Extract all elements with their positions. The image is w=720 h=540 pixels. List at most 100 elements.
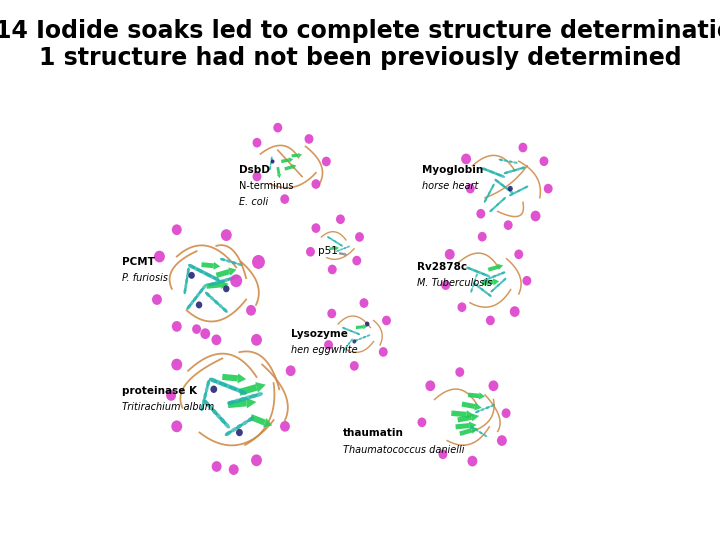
Ellipse shape xyxy=(485,274,490,277)
Circle shape xyxy=(172,224,181,235)
Ellipse shape xyxy=(492,172,498,175)
Circle shape xyxy=(166,390,176,401)
Ellipse shape xyxy=(350,339,353,342)
Circle shape xyxy=(418,417,426,427)
Ellipse shape xyxy=(241,420,248,426)
Ellipse shape xyxy=(492,184,495,188)
Ellipse shape xyxy=(487,293,492,297)
Ellipse shape xyxy=(496,173,502,177)
Circle shape xyxy=(510,306,520,317)
Circle shape xyxy=(223,285,230,292)
Ellipse shape xyxy=(499,159,503,161)
Ellipse shape xyxy=(346,345,348,348)
Polygon shape xyxy=(363,325,367,329)
Ellipse shape xyxy=(336,249,340,252)
Ellipse shape xyxy=(228,386,238,391)
Circle shape xyxy=(328,265,337,274)
Circle shape xyxy=(172,321,181,332)
Polygon shape xyxy=(216,269,230,278)
Ellipse shape xyxy=(189,300,194,306)
Polygon shape xyxy=(482,280,493,285)
Circle shape xyxy=(251,334,262,346)
Ellipse shape xyxy=(516,190,521,192)
Ellipse shape xyxy=(238,389,247,395)
Ellipse shape xyxy=(495,202,500,207)
Ellipse shape xyxy=(492,205,497,210)
Circle shape xyxy=(312,223,320,233)
Ellipse shape xyxy=(336,242,340,245)
Ellipse shape xyxy=(496,273,501,276)
Circle shape xyxy=(192,324,201,334)
Ellipse shape xyxy=(490,187,492,192)
Circle shape xyxy=(478,232,487,241)
Text: hen eggwhite: hen eggwhite xyxy=(291,345,357,355)
Ellipse shape xyxy=(218,279,225,284)
Text: Lysozyme: Lysozyme xyxy=(291,329,348,339)
Ellipse shape xyxy=(192,296,197,302)
Ellipse shape xyxy=(366,334,370,337)
Polygon shape xyxy=(469,422,477,430)
Polygon shape xyxy=(298,153,302,158)
Ellipse shape xyxy=(224,383,233,389)
Ellipse shape xyxy=(493,286,498,290)
Polygon shape xyxy=(339,252,344,255)
Polygon shape xyxy=(471,414,480,421)
Circle shape xyxy=(544,184,553,193)
Ellipse shape xyxy=(483,434,487,437)
Ellipse shape xyxy=(327,236,331,239)
Polygon shape xyxy=(263,418,272,427)
Ellipse shape xyxy=(512,169,517,172)
Circle shape xyxy=(171,421,182,432)
Circle shape xyxy=(305,134,313,144)
Circle shape xyxy=(171,359,182,370)
Ellipse shape xyxy=(482,167,487,171)
Ellipse shape xyxy=(508,170,513,173)
Ellipse shape xyxy=(481,272,487,276)
Circle shape xyxy=(274,123,282,132)
Polygon shape xyxy=(276,167,280,174)
Circle shape xyxy=(230,274,242,287)
Circle shape xyxy=(212,461,222,472)
Ellipse shape xyxy=(237,263,243,266)
Ellipse shape xyxy=(475,273,478,278)
Ellipse shape xyxy=(197,268,204,273)
Circle shape xyxy=(497,435,507,446)
Ellipse shape xyxy=(506,187,510,192)
Ellipse shape xyxy=(474,278,476,283)
Ellipse shape xyxy=(490,208,494,212)
Ellipse shape xyxy=(484,291,488,294)
Ellipse shape xyxy=(200,403,204,411)
Ellipse shape xyxy=(236,423,243,429)
Circle shape xyxy=(355,232,364,242)
Ellipse shape xyxy=(249,394,258,399)
Ellipse shape xyxy=(186,272,189,279)
Ellipse shape xyxy=(222,307,228,313)
Ellipse shape xyxy=(199,288,204,294)
Ellipse shape xyxy=(474,269,479,273)
Circle shape xyxy=(531,211,541,221)
Ellipse shape xyxy=(467,267,472,270)
Ellipse shape xyxy=(186,267,190,274)
Ellipse shape xyxy=(207,404,214,411)
Ellipse shape xyxy=(513,161,518,164)
Polygon shape xyxy=(246,397,256,408)
Polygon shape xyxy=(455,423,469,429)
Ellipse shape xyxy=(509,193,514,196)
Polygon shape xyxy=(256,382,266,393)
Ellipse shape xyxy=(356,332,360,335)
Ellipse shape xyxy=(228,276,235,281)
Ellipse shape xyxy=(484,198,487,202)
Circle shape xyxy=(466,184,474,193)
Ellipse shape xyxy=(477,271,482,274)
Ellipse shape xyxy=(214,380,222,385)
Ellipse shape xyxy=(220,417,226,424)
Ellipse shape xyxy=(243,395,252,400)
Polygon shape xyxy=(292,154,299,157)
Polygon shape xyxy=(202,262,214,268)
Ellipse shape xyxy=(271,157,273,161)
Polygon shape xyxy=(289,157,293,163)
Ellipse shape xyxy=(480,408,485,411)
Ellipse shape xyxy=(255,392,263,397)
Circle shape xyxy=(438,449,447,459)
Circle shape xyxy=(352,256,361,266)
